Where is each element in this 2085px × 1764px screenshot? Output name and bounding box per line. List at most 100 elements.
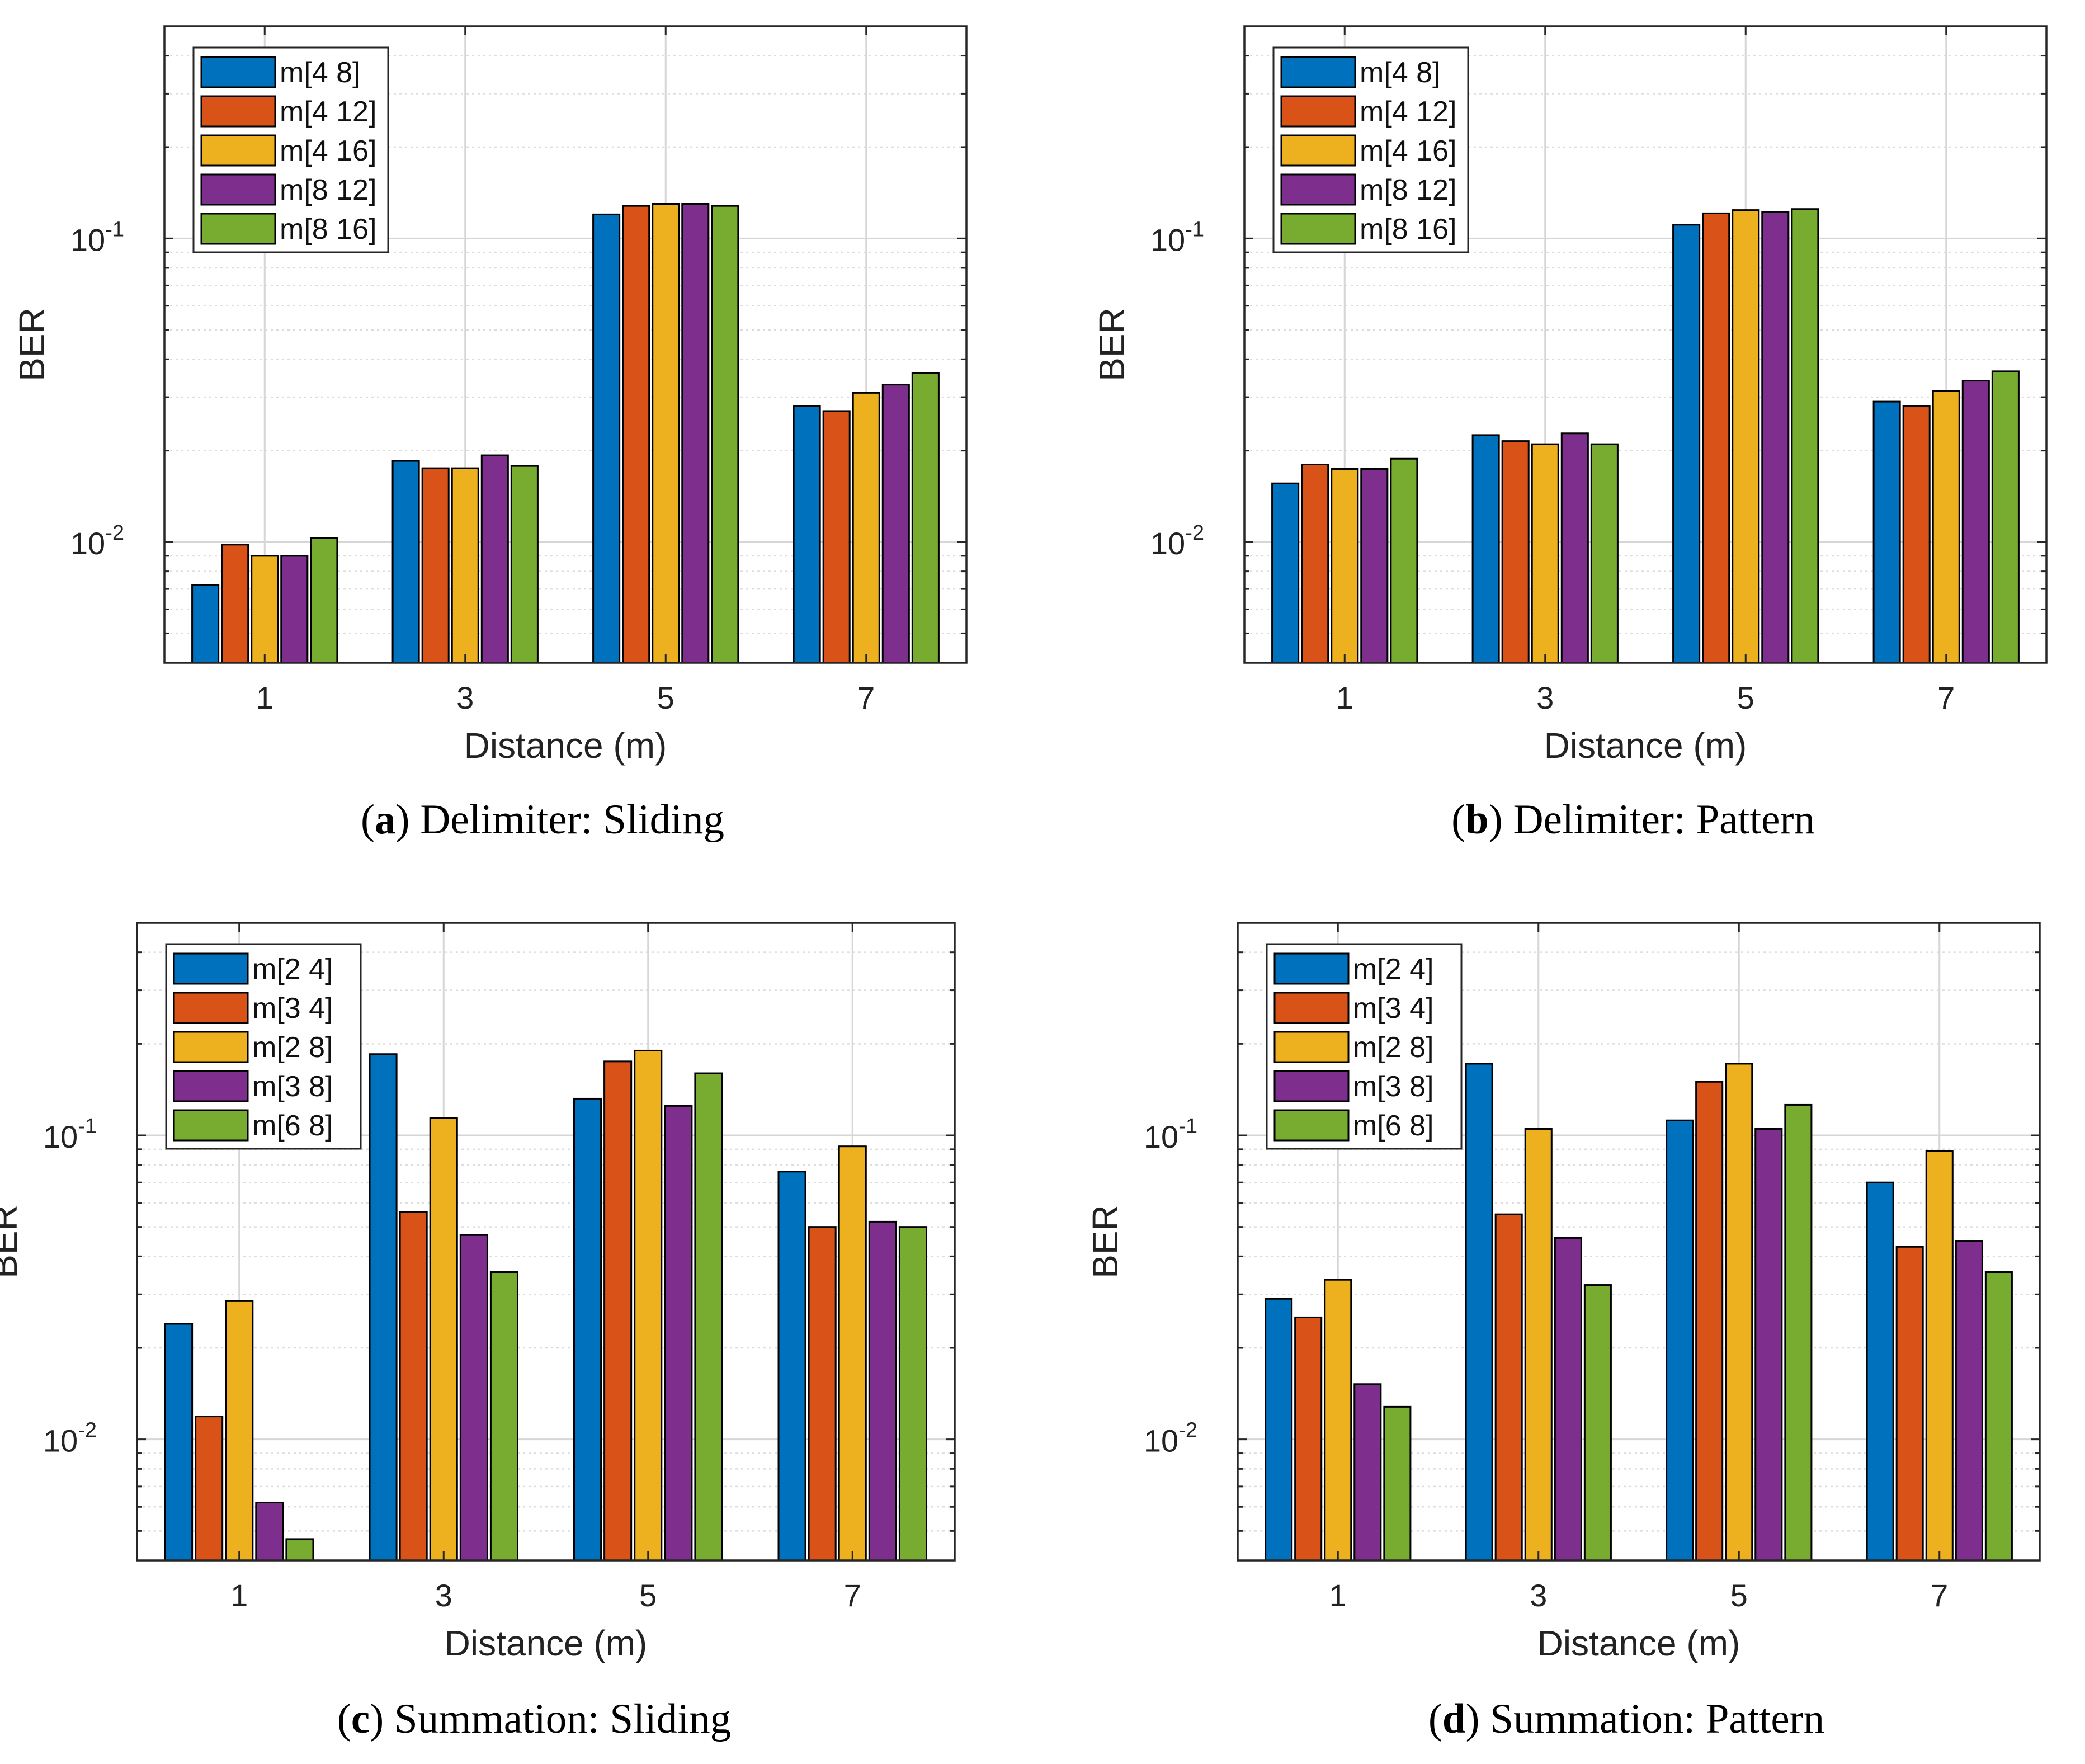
bar-m-2-4-x3 bbox=[369, 1053, 398, 1562]
legend-label: m[4 16] bbox=[280, 135, 376, 167]
y-tick-exponent: -2 bbox=[1185, 521, 1204, 545]
bar-m-4-8-x5 bbox=[592, 213, 621, 664]
y-tick-exponent: -2 bbox=[1178, 1419, 1197, 1442]
bar-m-2-4-x7 bbox=[1866, 1181, 1894, 1562]
x-tick-label: 3 bbox=[456, 680, 474, 715]
caption-paren: ) bbox=[396, 796, 421, 843]
axes-box bbox=[136, 922, 956, 1562]
legend-label: m[6 8] bbox=[1353, 1110, 1434, 1142]
bar-m-4-12-x1 bbox=[1301, 463, 1329, 664]
x-tick-label: 7 bbox=[1931, 1578, 1948, 1613]
y-tick-label: 10-1 bbox=[1150, 218, 1204, 257]
bar-m-3-8-x7 bbox=[1955, 1240, 1983, 1562]
bar-m-4-16-x1 bbox=[251, 555, 279, 664]
y-tick-label: 10-2 bbox=[1144, 1419, 1197, 1459]
bar-m-4-8-x3 bbox=[1471, 434, 1500, 664]
bar-m-4-16-x7 bbox=[1932, 390, 1960, 664]
bar-m-8-12-x1 bbox=[280, 555, 309, 664]
y-axis-label: BER bbox=[12, 308, 52, 381]
bar-m-4-12-x5 bbox=[622, 205, 650, 664]
legend: m[4 8] m[4 12] m[4 16] m[8 12] m[8 16] bbox=[1272, 46, 1469, 253]
bar-m-8-16-x3 bbox=[1590, 443, 1619, 664]
legend-swatch bbox=[173, 1109, 249, 1142]
bar-m-2-8-x5 bbox=[1725, 1063, 1753, 1562]
bar-m-4-8-x1 bbox=[1271, 482, 1300, 664]
caption-paren: ) bbox=[1466, 1696, 1490, 1742]
x-tick-label: 3 bbox=[435, 1578, 452, 1613]
tick-marks bbox=[1244, 25, 2046, 664]
y-tick-exponent: -1 bbox=[1185, 218, 1204, 241]
legend-swatch bbox=[1273, 1031, 1350, 1063]
bar-m-2-4-x5 bbox=[573, 1097, 602, 1562]
bar-m-4-16-x7 bbox=[852, 392, 880, 664]
legend: m[4 8] m[4 12] m[4 16] m[8 12] m[8 16] bbox=[192, 46, 389, 253]
bar-m-6-8-x5 bbox=[694, 1072, 723, 1562]
legend-label: m[3 8] bbox=[252, 1070, 333, 1103]
legend-swatch bbox=[1273, 1070, 1350, 1102]
legend-swatch bbox=[1280, 56, 1356, 88]
y-axis-label: BER bbox=[1085, 1205, 1125, 1279]
y-tick-label: 10-2 bbox=[70, 521, 124, 561]
caption-paren: ) bbox=[1489, 796, 1513, 843]
y-axis-label: BER bbox=[0, 1205, 25, 1279]
legend-label: m[4 8] bbox=[280, 56, 361, 89]
bar-m-6-8-x1 bbox=[285, 1538, 314, 1562]
bar-m-4-8-x5 bbox=[1672, 224, 1701, 664]
bar-m-4-8-x3 bbox=[391, 460, 420, 664]
legend-label: m[2 4] bbox=[1353, 953, 1434, 985]
bar-m-4-8-x7 bbox=[793, 405, 821, 664]
y-tick-label: 10-2 bbox=[1150, 521, 1204, 561]
bar-m-8-16-x1 bbox=[1390, 457, 1418, 664]
legend-label: m[4 8] bbox=[1360, 56, 1441, 89]
x-tick-label: 5 bbox=[639, 1578, 657, 1613]
bar-m-2-8-x3 bbox=[1524, 1128, 1553, 1562]
bar-m-8-12-x1 bbox=[1360, 468, 1389, 664]
legend-label: m[8 12] bbox=[1360, 174, 1456, 206]
legend-swatch bbox=[200, 95, 276, 128]
y-tick-base: 10 bbox=[1150, 526, 1185, 561]
bar-m-8-12-x5 bbox=[1761, 211, 1790, 664]
legend-label: m[3 4] bbox=[252, 992, 333, 1025]
y-tick-exponent: -1 bbox=[1178, 1115, 1197, 1138]
bar-m-4-12-x7 bbox=[822, 410, 851, 664]
x-tick-label: 1 bbox=[230, 1578, 248, 1613]
x-axis-label: Distance (m) bbox=[1544, 725, 1747, 766]
y-tick-base: 10 bbox=[1150, 222, 1185, 257]
y-tick-exponent: -2 bbox=[105, 521, 124, 545]
bar-m-4-8-x1 bbox=[191, 584, 220, 664]
bar-m-3-4-x7 bbox=[808, 1226, 837, 1562]
caption-letter: a bbox=[375, 796, 396, 843]
y-tick-base: 10 bbox=[43, 1119, 78, 1154]
bar-m-6-8-x3 bbox=[1583, 1284, 1612, 1562]
tick-marks bbox=[164, 25, 966, 664]
legend: m[2 4] m[3 4] m[2 8] m[3 8] m[6 8] bbox=[165, 943, 362, 1150]
y-tick-exponent: -1 bbox=[78, 1115, 97, 1138]
legend-swatch bbox=[200, 213, 276, 245]
bar-m-2-8-x3 bbox=[429, 1117, 458, 1562]
caption-text: Delimiter: Pattern bbox=[1513, 796, 1815, 843]
bar-m-3-8-x3 bbox=[1554, 1237, 1582, 1562]
bar-m-2-4-x1 bbox=[1265, 1298, 1293, 1562]
y-tick-exponent: -1 bbox=[105, 218, 124, 241]
legend: m[2 4] m[3 4] m[2 8] m[3 8] m[6 8] bbox=[1266, 943, 1463, 1150]
caption-letter: d bbox=[1442, 1696, 1466, 1742]
x-tick-label: 1 bbox=[1336, 680, 1353, 715]
tick-marks bbox=[1238, 922, 2040, 1562]
y-axis-label: BER bbox=[1092, 308, 1132, 381]
bar-m-4-12-x3 bbox=[421, 467, 450, 664]
bar-m-3-8-x3 bbox=[459, 1234, 488, 1562]
bar-m-2-8-x7 bbox=[838, 1145, 867, 1562]
bar-m-6-8-x1 bbox=[1383, 1405, 1412, 1562]
bar-m-3-4-x7 bbox=[1895, 1246, 1924, 1562]
subfigure-caption: (c) Summation: Sliding bbox=[337, 1696, 731, 1742]
legend-swatch bbox=[200, 134, 276, 167]
legend-label: m[8 16] bbox=[280, 213, 376, 246]
bar-m-3-4-x5 bbox=[1695, 1081, 1724, 1562]
x-tick-label: 1 bbox=[1329, 1578, 1347, 1613]
caption-text: Delimiter: Sliding bbox=[420, 796, 724, 843]
bar-m-4-12-x3 bbox=[1501, 440, 1530, 664]
subfigure-caption: (b) Delimiter: Pattern bbox=[1451, 796, 1815, 843]
